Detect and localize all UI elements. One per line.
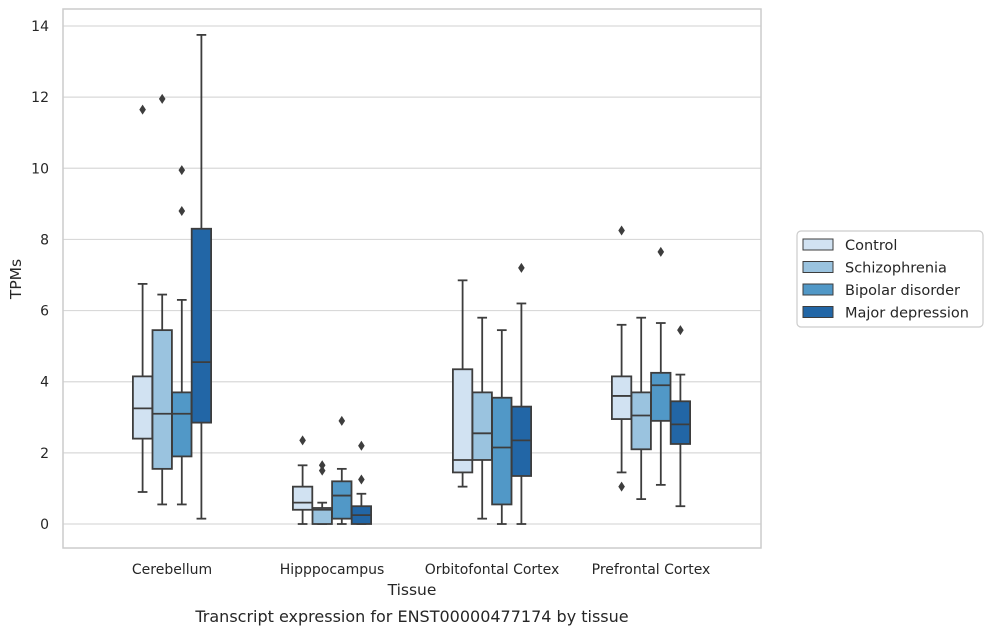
outlier-point bbox=[518, 262, 525, 273]
box bbox=[291, 485, 314, 511]
outlier-point bbox=[139, 104, 146, 115]
x-axis-label: Tissue bbox=[387, 581, 437, 599]
box bbox=[630, 391, 652, 451]
box bbox=[171, 391, 193, 458]
x-tick-label: Orbitofontal Cortex bbox=[425, 562, 560, 578]
box-group bbox=[151, 93, 173, 506]
box-group bbox=[291, 435, 314, 525]
box-group bbox=[650, 246, 672, 486]
y-tick-label: 4 bbox=[40, 375, 49, 391]
box-group bbox=[630, 316, 652, 501]
outlier-point bbox=[338, 415, 346, 426]
x-tick-label: Prefrontal Cortex bbox=[592, 562, 711, 578]
box bbox=[650, 371, 672, 422]
box bbox=[669, 400, 692, 445]
legend-label: Bipolar disorder bbox=[845, 283, 960, 299]
box bbox=[331, 480, 353, 520]
outlier-point bbox=[178, 205, 186, 216]
legend-swatch bbox=[802, 306, 834, 318]
chart-caption: Transcript expression for ENST0000047717… bbox=[194, 607, 628, 626]
outlier-point bbox=[657, 246, 665, 257]
box bbox=[491, 396, 513, 506]
box-group bbox=[451, 279, 474, 488]
box-group bbox=[669, 325, 692, 508]
y-tick-label: 0 bbox=[40, 517, 49, 533]
y-tick-label: 6 bbox=[40, 304, 49, 320]
outlier-point bbox=[318, 465, 326, 476]
legend-label: Control bbox=[845, 238, 897, 254]
legend-swatch bbox=[802, 261, 834, 273]
legend-swatch bbox=[802, 238, 834, 251]
box bbox=[151, 329, 173, 470]
y-axis-label: TPMs bbox=[7, 259, 25, 300]
y-tick-label: 14 bbox=[31, 19, 49, 35]
box-group bbox=[190, 33, 212, 520]
box bbox=[611, 375, 633, 420]
legend: Control Schizophrenia Bipolar disorder Majo… bbox=[796, 230, 984, 328]
box-group bbox=[491, 329, 513, 525]
plot-boxes bbox=[131, 33, 692, 525]
box-group bbox=[131, 104, 154, 493]
x-tick-labels: Cerebellum Hipppocampus Orbitofontal Corte… bbox=[132, 562, 710, 578]
box-group bbox=[611, 225, 633, 492]
plot-frame bbox=[62, 8, 762, 549]
legend-label: Schizophrenia bbox=[845, 261, 947, 277]
outlier-point bbox=[158, 93, 166, 104]
y-tick-label: 8 bbox=[40, 232, 49, 248]
outlier-point bbox=[677, 325, 684, 336]
legend-box bbox=[796, 230, 984, 328]
box-group bbox=[331, 415, 353, 525]
box bbox=[451, 368, 474, 474]
outlier-point bbox=[618, 481, 625, 492]
outlier-point bbox=[178, 165, 186, 176]
box bbox=[190, 227, 212, 424]
y-tick-labels: 0 2 4 6 8 10 12 14 bbox=[31, 19, 49, 533]
legend-label: Major depression bbox=[845, 306, 969, 322]
x-tick-label: Hipppocampus bbox=[280, 562, 385, 578]
legend-swatch bbox=[802, 283, 834, 296]
outlier-point bbox=[358, 440, 365, 451]
y-tick-label: 12 bbox=[31, 90, 49, 106]
outlier-point bbox=[299, 435, 306, 446]
y-tick-label: 10 bbox=[31, 161, 49, 177]
outlier-point bbox=[318, 460, 326, 471]
box-group bbox=[171, 165, 193, 506]
outlier-point bbox=[358, 474, 365, 485]
box-group bbox=[311, 460, 333, 525]
x-tick-label: Cerebellum bbox=[132, 562, 212, 578]
outlier-point bbox=[618, 225, 625, 236]
box-group bbox=[471, 316, 493, 520]
y-tick-label: 2 bbox=[40, 446, 49, 462]
box bbox=[471, 391, 493, 461]
box-group bbox=[510, 262, 533, 525]
box-group bbox=[350, 440, 373, 525]
